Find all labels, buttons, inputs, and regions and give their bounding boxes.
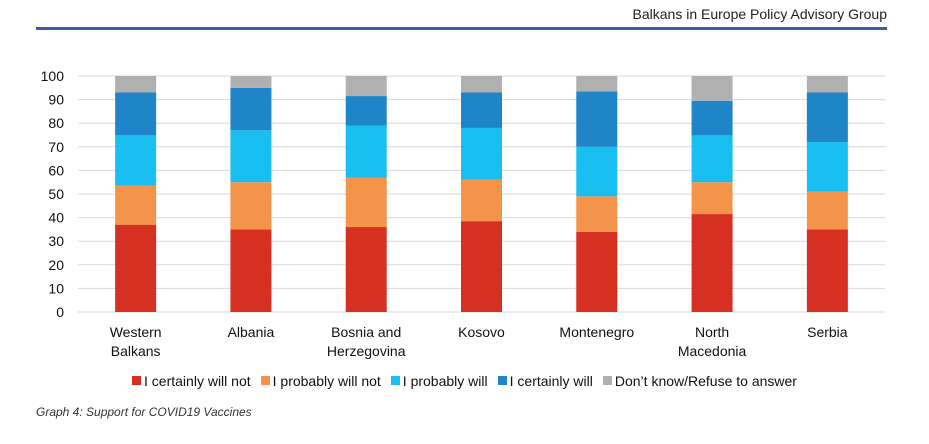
legend-item: I certainly will <box>497 372 593 389</box>
legend-swatch <box>260 376 270 385</box>
y-tick-label: 60 <box>48 162 64 178</box>
legend-label: I certainly will <box>509 372 593 389</box>
graph-caption: Graph 4: Support for COVID19 Vaccines <box>36 405 252 419</box>
bar-segment <box>230 182 272 230</box>
y-tick-label: 20 <box>48 257 64 273</box>
organization-name: Balkans in Europe Policy Advisory Group <box>632 6 887 22</box>
bar-segment <box>576 231 618 312</box>
bar-segment <box>345 96 387 126</box>
legend-item: I probably will <box>390 372 488 389</box>
bar-segment <box>806 76 848 93</box>
bar-segment <box>115 76 157 93</box>
bar-segment <box>115 224 157 312</box>
bar-segment <box>345 177 387 228</box>
bar-segment <box>576 196 618 232</box>
bar-segment <box>691 135 733 183</box>
x-tick-label: Macedonia <box>678 343 747 359</box>
bar-segment <box>345 227 387 312</box>
bar-segment <box>230 229 272 312</box>
x-tick-label: Herzegovina <box>327 343 406 359</box>
legend-swatch <box>497 376 507 385</box>
x-tick-label: Montenegro <box>559 324 634 340</box>
x-tick-label: North <box>695 324 729 340</box>
x-tick-label: Serbia <box>807 324 848 340</box>
bar-segment <box>461 221 502 312</box>
y-tick-label: 50 <box>48 186 64 202</box>
bar-segment <box>806 92 848 143</box>
bar-segment <box>115 135 157 186</box>
bar-segment <box>691 182 733 215</box>
bar-segment <box>576 76 618 92</box>
y-tick-label: 90 <box>48 92 64 108</box>
bar-segment <box>461 92 502 128</box>
legend-item: I certainly will not <box>132 373 251 389</box>
bar-segment <box>576 91 618 147</box>
legend-item: I probably will not <box>260 372 381 389</box>
bar-segment <box>691 100 733 135</box>
x-tick-label: Albania <box>228 324 275 340</box>
legend-label: Don’t know/Refuse to answer <box>614 372 797 389</box>
bar-segment <box>230 87 272 131</box>
legend-label: I probably will not <box>272 372 381 389</box>
bar-segment <box>345 125 387 178</box>
legend-item: Don’t know/Refuse to answer <box>602 372 797 389</box>
x-tick-label: Bosnia and <box>331 324 401 340</box>
y-tick-label: 10 <box>48 280 64 296</box>
legend-label: I certainly will not <box>144 372 251 389</box>
bar-segment <box>461 76 502 93</box>
y-tick-label: 0 <box>56 304 64 320</box>
bar-segment <box>230 130 272 183</box>
x-tick-label: Balkans <box>111 343 161 359</box>
bar-segment <box>115 185 157 225</box>
legend-label: I probably will <box>402 372 488 389</box>
stacked-bar-chart: 0 10 20 30 40 50 60 70 80 90 100 Western Balkans Alba… <box>41 68 885 359</box>
legend-swatch <box>602 376 612 385</box>
y-tick-label: 80 <box>48 115 64 131</box>
bar-segment <box>461 127 502 180</box>
bar-segment <box>461 179 502 222</box>
y-tick-label: 70 <box>48 139 64 155</box>
bar-segment <box>345 76 387 97</box>
bar-segment <box>230 76 272 88</box>
y-tick-label: 100 <box>41 68 65 84</box>
legend-swatch <box>132 376 142 385</box>
x-tick-label: Kosovo <box>458 324 505 340</box>
legend-swatch <box>390 376 400 385</box>
bar-segment <box>806 191 848 230</box>
bar-segment <box>576 146 618 197</box>
y-tick-label: 40 <box>48 210 64 226</box>
header-rule <box>36 27 887 30</box>
x-tick-label: Western <box>110 324 162 340</box>
bar-segment <box>806 229 848 312</box>
y-tick-label: 30 <box>48 233 64 249</box>
chart-legend: I certainly will not I probably will not I… <box>0 372 929 389</box>
bar-segment <box>806 142 848 192</box>
bar-segment <box>115 92 157 135</box>
bar-segment <box>691 214 733 312</box>
bar-segment <box>691 76 733 101</box>
